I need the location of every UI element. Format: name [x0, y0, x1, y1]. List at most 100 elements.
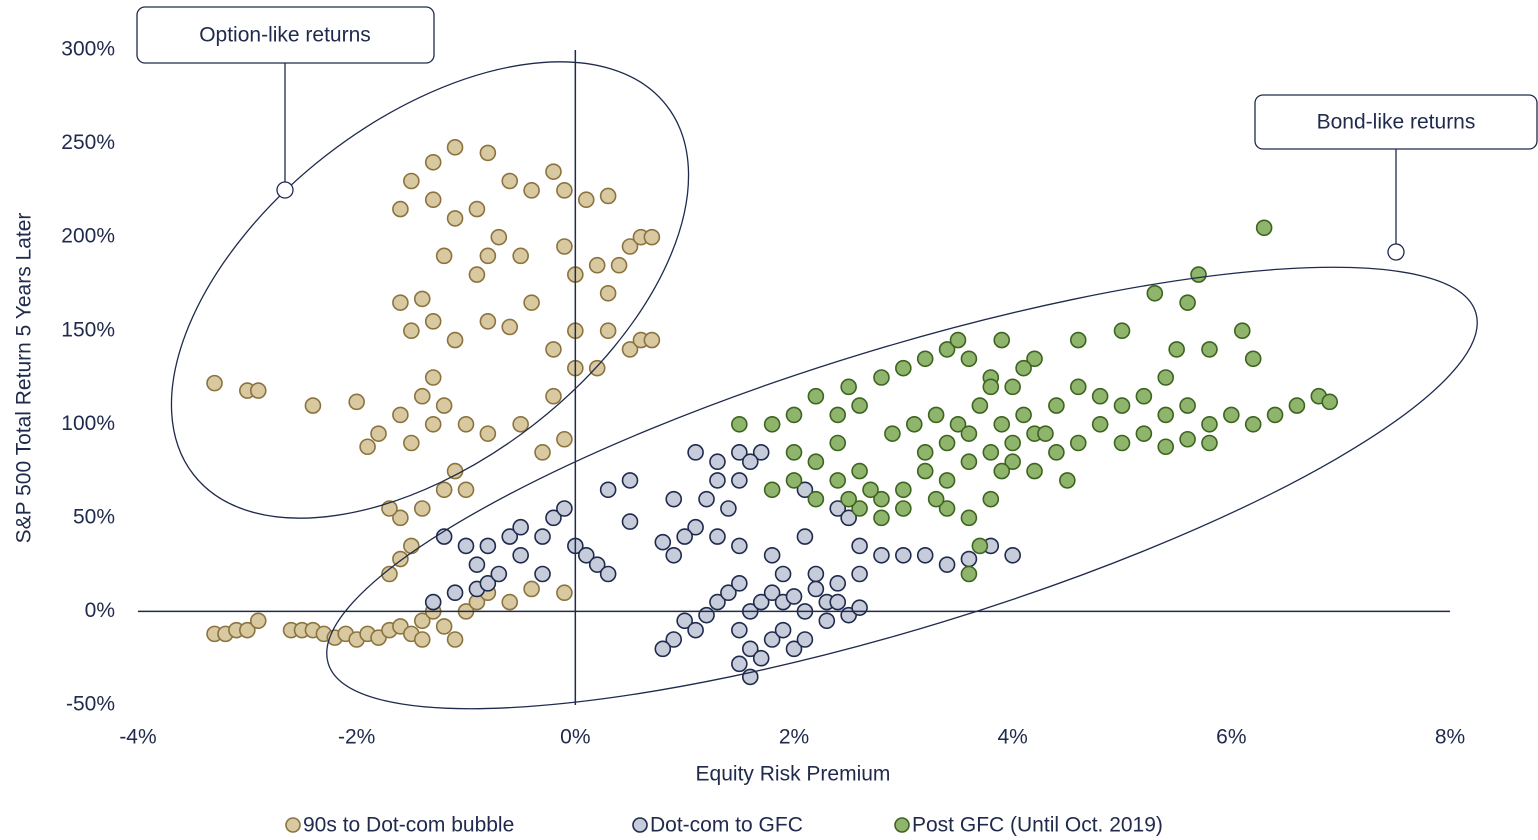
point	[884, 425, 901, 442]
point	[304, 397, 322, 414]
point	[468, 200, 486, 218]
point	[610, 256, 628, 274]
point	[676, 612, 693, 630]
point	[239, 621, 256, 639]
point	[807, 490, 825, 508]
point	[676, 528, 693, 545]
point	[348, 393, 365, 411]
point	[621, 341, 639, 358]
legend-label: Dot-com to GFC	[650, 814, 803, 837]
point	[960, 425, 978, 442]
point	[446, 331, 464, 349]
point	[446, 631, 464, 648]
point	[370, 425, 387, 442]
point	[851, 462, 868, 480]
point	[654, 533, 672, 551]
x-tick-label: -4%	[119, 726, 156, 749]
point	[993, 462, 1011, 480]
point	[1004, 546, 1021, 564]
point	[752, 649, 770, 667]
point	[457, 537, 475, 555]
point	[829, 593, 847, 611]
y-tick-label: 50%	[73, 505, 115, 528]
point	[840, 490, 857, 508]
point	[1048, 444, 1065, 461]
point	[446, 584, 464, 602]
points	[206, 139, 1339, 686]
point	[731, 444, 748, 461]
point	[468, 556, 486, 573]
point	[1113, 397, 1131, 414]
point	[501, 318, 519, 336]
point	[392, 406, 409, 424]
point	[851, 500, 868, 517]
point	[731, 537, 748, 555]
point	[949, 415, 967, 433]
point	[1179, 294, 1196, 311]
point	[556, 500, 573, 517]
point	[741, 453, 759, 471]
point	[512, 247, 529, 265]
point	[851, 537, 868, 555]
point	[403, 322, 420, 340]
point	[949, 331, 967, 349]
y-tick-label: 200%	[61, 225, 115, 248]
point	[1048, 397, 1065, 414]
point	[840, 378, 857, 396]
point	[1069, 378, 1087, 396]
point	[577, 191, 595, 209]
x-tick-label: 8%	[1435, 726, 1465, 749]
point	[424, 415, 442, 433]
point	[381, 500, 398, 517]
point	[1266, 406, 1284, 424]
point	[709, 472, 726, 489]
point	[1157, 406, 1175, 424]
callout-dot	[276, 181, 294, 199]
point	[523, 182, 540, 199]
point	[1255, 219, 1273, 237]
point	[435, 481, 453, 499]
point	[523, 580, 540, 598]
point	[435, 247, 453, 265]
point	[1233, 322, 1251, 340]
point	[1157, 438, 1175, 456]
legend-marker	[285, 817, 301, 833]
point	[698, 490, 715, 508]
point	[665, 631, 683, 648]
point	[392, 294, 409, 311]
point	[413, 290, 431, 308]
point	[938, 472, 956, 489]
point	[665, 546, 683, 564]
point	[545, 509, 562, 527]
point	[490, 228, 508, 246]
point	[512, 415, 529, 433]
point	[1026, 462, 1043, 480]
point	[982, 378, 1000, 396]
point	[643, 331, 661, 349]
legend-marker	[894, 817, 910, 833]
point	[1244, 350, 1262, 368]
y-tick-label: 300%	[61, 38, 115, 61]
point	[446, 210, 464, 227]
x-tick-label: 4%	[997, 726, 1027, 749]
point	[807, 453, 825, 471]
point	[895, 359, 912, 377]
point	[829, 500, 847, 517]
point	[599, 565, 617, 583]
point	[403, 434, 420, 452]
point	[588, 359, 606, 377]
callout-box	[1254, 94, 1538, 150]
y-axis-title: S&P 500 Total Return 5 Years Later	[13, 213, 36, 544]
point	[534, 565, 551, 583]
point	[1321, 393, 1339, 411]
point	[1201, 415, 1218, 433]
point	[774, 621, 792, 639]
point	[1201, 341, 1218, 358]
x-tick-label: 2%	[779, 726, 809, 749]
point	[731, 415, 748, 433]
point	[435, 618, 453, 635]
point	[1146, 284, 1164, 302]
point	[731, 472, 748, 489]
point	[731, 575, 748, 592]
x-tick-label: 6%	[1216, 726, 1246, 749]
